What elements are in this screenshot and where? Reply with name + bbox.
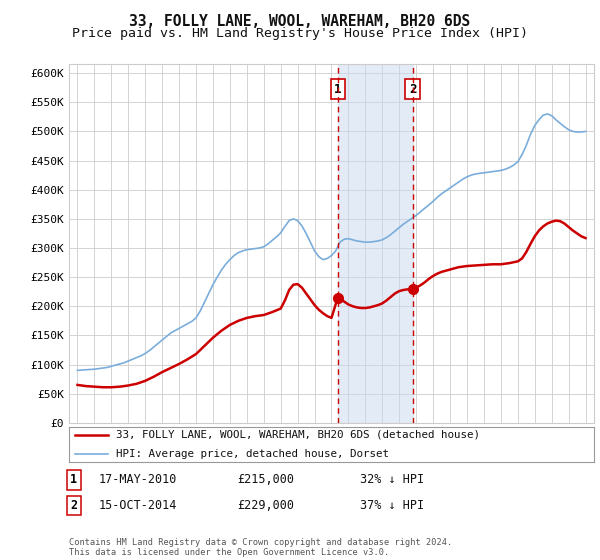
Text: 33, FOLLY LANE, WOOL, WAREHAM, BH20 6DS (detached house): 33, FOLLY LANE, WOOL, WAREHAM, BH20 6DS …	[116, 430, 480, 440]
Text: 1: 1	[70, 473, 77, 487]
Text: Price paid vs. HM Land Registry's House Price Index (HPI): Price paid vs. HM Land Registry's House …	[72, 27, 528, 40]
Text: 2: 2	[409, 83, 416, 96]
Text: HPI: Average price, detached house, Dorset: HPI: Average price, detached house, Dors…	[116, 449, 389, 459]
Text: 15-OCT-2014: 15-OCT-2014	[99, 499, 178, 512]
Text: £215,000: £215,000	[237, 473, 294, 487]
Text: 33, FOLLY LANE, WOOL, WAREHAM, BH20 6DS: 33, FOLLY LANE, WOOL, WAREHAM, BH20 6DS	[130, 14, 470, 29]
Text: 32% ↓ HPI: 32% ↓ HPI	[360, 473, 424, 487]
Text: 37% ↓ HPI: 37% ↓ HPI	[360, 499, 424, 512]
Text: 2: 2	[70, 499, 77, 512]
Text: £229,000: £229,000	[237, 499, 294, 512]
Text: 1: 1	[334, 83, 341, 96]
Bar	[338, 64, 413, 423]
Text: 17-MAY-2010: 17-MAY-2010	[99, 473, 178, 487]
Text: Contains HM Land Registry data © Crown copyright and database right 2024.
This d: Contains HM Land Registry data © Crown c…	[69, 538, 452, 557]
